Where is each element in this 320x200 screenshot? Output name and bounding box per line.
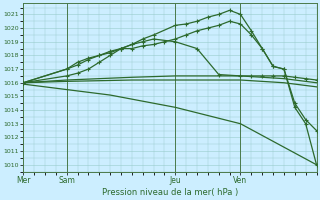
X-axis label: Pression niveau de la mer( hPa ): Pression niveau de la mer( hPa ) (102, 188, 238, 197)
